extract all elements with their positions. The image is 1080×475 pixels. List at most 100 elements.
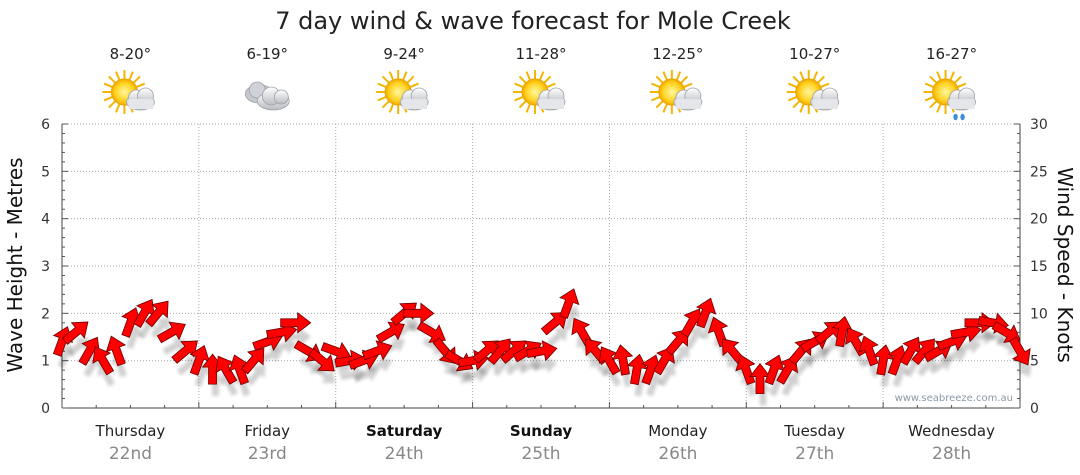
wind-arrow	[735, 354, 756, 386]
wind-arrow	[991, 321, 1021, 343]
sun-ray	[792, 75, 801, 84]
sun-ray	[377, 82, 387, 88]
wind-arrow-shadow	[955, 337, 982, 355]
sun-ray	[381, 100, 390, 109]
date-label: 23rd	[248, 444, 287, 464]
cloud-part	[128, 99, 154, 109]
sun-ray	[525, 103, 531, 113]
wind-arrow	[171, 340, 198, 364]
sun-ray	[388, 103, 395, 113]
sun-ray	[518, 75, 527, 84]
sun-ray	[402, 71, 408, 81]
sun-ray	[929, 75, 938, 84]
sun-ray	[788, 96, 798, 102]
date-label: 27th	[795, 444, 834, 464]
y-tick-label-right: 10	[1030, 306, 1048, 322]
temperature-label: 11-28°	[515, 45, 566, 63]
wind-arrow	[872, 344, 895, 376]
wind-arrow-shadow	[916, 354, 936, 377]
sun-ray	[924, 82, 934, 88]
y-tick-label-right: 30	[1030, 117, 1048, 133]
cloud-shape	[536, 87, 566, 111]
day-label: Tuesday	[783, 422, 845, 440]
rain-drop	[953, 113, 958, 121]
y-axis-right-label: Wind Speed - Knots	[1053, 167, 1077, 363]
sun-cloud-icon	[102, 70, 155, 114]
y-tick-label-left: 1	[41, 354, 50, 370]
cloud-shape	[673, 87, 703, 111]
day-label: Wednesday	[908, 422, 995, 440]
sun-ray	[954, 75, 962, 84]
wind-arrow	[361, 340, 393, 361]
sun-ray	[514, 96, 524, 102]
y-tick-label-left: 6	[41, 117, 50, 133]
temperature-label: 16-27°	[926, 45, 977, 63]
sun-cloud-icon	[786, 70, 840, 114]
sun-ray	[128, 71, 134, 81]
sun-ray	[136, 82, 146, 88]
wind-arrow	[92, 346, 115, 376]
y-tick-label-right: 5	[1030, 354, 1039, 370]
wind-arrow	[559, 288, 580, 319]
credit-text: www.seabreeze.com.au	[895, 393, 1013, 404]
cloud-part	[539, 99, 564, 109]
day-label: Friday	[245, 422, 291, 440]
wind-arrow	[280, 311, 312, 334]
sun-ray	[799, 103, 805, 113]
date-label: 24th	[385, 444, 424, 464]
temperature-label: 12-25°	[652, 45, 703, 63]
sun-ray	[377, 96, 387, 102]
cloud-shape	[126, 87, 155, 111]
rain-drop	[960, 113, 965, 121]
sun-ray	[514, 82, 524, 88]
date-label: 22nd	[109, 444, 152, 464]
wind-arrow-shadow	[505, 356, 528, 376]
wind-arrow	[308, 348, 335, 372]
sun-cloud-rain-icon	[923, 70, 976, 121]
wind-arrow	[240, 347, 265, 375]
sun-ray	[103, 82, 113, 88]
wind-arrow-shadow	[531, 356, 558, 374]
wind-arrow	[156, 321, 186, 344]
date-label: 26th	[658, 444, 697, 464]
date-label: 25th	[521, 444, 560, 464]
wind-arrow	[653, 346, 675, 376]
sun-ray	[788, 82, 798, 88]
wind-arrow-shadow	[726, 354, 746, 377]
wind-arrow	[612, 344, 634, 376]
wind-arrow	[526, 340, 558, 362]
temperature-label: 8-20°	[110, 45, 152, 63]
wind-arrow	[1008, 336, 1031, 366]
forecast-header: 8-20° 6-19° 9-24° 11-28° 12-25° 10-27° 16-27°	[102, 45, 977, 121]
day-label: Thursday	[95, 422, 166, 440]
cloud-shape	[947, 87, 976, 111]
sun-cloud-icon	[376, 70, 429, 114]
sun-ray	[115, 71, 121, 81]
temperature-label: 10-27°	[789, 45, 840, 63]
sun-ray	[812, 71, 819, 81]
cloud-part	[675, 99, 701, 109]
wind-arrow	[375, 321, 405, 344]
cloud-part	[812, 99, 838, 109]
y-tick-label-right: 25	[1030, 164, 1048, 180]
sun-ray	[381, 75, 390, 84]
sun-ray	[132, 75, 141, 84]
sun-ray	[936, 71, 942, 81]
y-tick-label-left: 3	[41, 259, 50, 275]
wind-arrow	[626, 353, 648, 386]
sun-ray	[651, 96, 661, 102]
y-tick-label-right: 15	[1030, 259, 1048, 275]
wind-arrow	[540, 312, 568, 336]
sun-ray	[539, 71, 545, 81]
sun-ray	[655, 100, 664, 109]
sun-ray	[820, 82, 830, 88]
sun-ray	[957, 82, 967, 88]
sun-ray	[388, 71, 395, 81]
wind-arrow	[776, 355, 799, 385]
wind-arrows	[52, 288, 1032, 406]
sun-ray	[525, 71, 531, 81]
sun-ray	[406, 75, 415, 84]
sun-ray	[662, 103, 668, 113]
sun-ray	[103, 96, 113, 102]
wind-arrow	[695, 297, 717, 329]
